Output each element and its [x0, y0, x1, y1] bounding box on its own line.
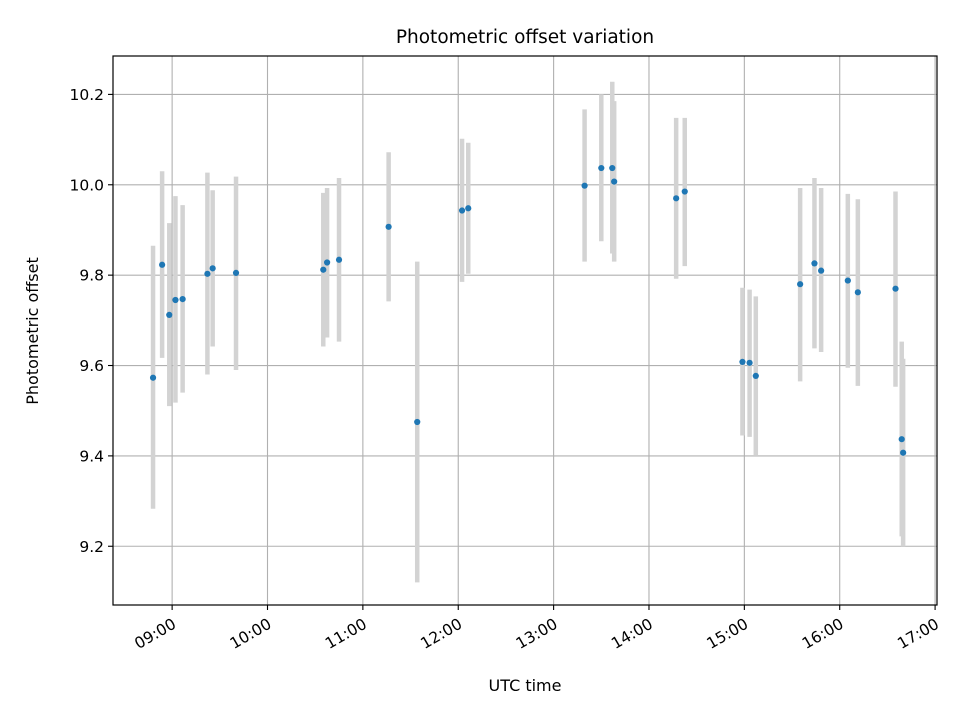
y-tick-label: 9.6 — [79, 357, 104, 375]
data-point — [335, 256, 343, 263]
data-point — [844, 277, 851, 284]
data-point — [149, 374, 157, 381]
data-point — [324, 259, 331, 266]
data-point — [320, 266, 327, 273]
data-point — [611, 178, 618, 185]
data-point — [797, 281, 804, 288]
data-point — [172, 296, 179, 304]
data-point — [414, 418, 421, 426]
y-tick-label: 9.8 — [79, 267, 104, 285]
data-point — [609, 164, 616, 172]
data-point — [598, 164, 605, 172]
y-tick-label: 9.2 — [79, 538, 104, 556]
data-point — [818, 267, 825, 274]
data-point — [854, 289, 861, 296]
x-axis-label: UTC time — [489, 676, 562, 695]
plot-frame — [112, 55, 938, 606]
data-point — [179, 295, 186, 303]
data-point — [385, 223, 392, 230]
data-point — [752, 372, 759, 380]
data-point — [681, 188, 688, 195]
data-points — [149, 164, 907, 456]
data-point — [465, 205, 472, 212]
data-point — [746, 359, 753, 366]
y-tick-label: 9.4 — [79, 447, 104, 465]
chart-title: Photometric offset variation — [396, 27, 654, 48]
data-point — [458, 207, 466, 214]
data-point — [900, 449, 907, 456]
data-point — [898, 436, 905, 443]
data-point — [892, 285, 899, 292]
data-point — [209, 265, 216, 272]
data-point — [581, 182, 588, 189]
y-axis-ticks: 9.2 9.4 9.6 9.8 10.0 10.2 — [69, 86, 113, 556]
y-tick-label: 10.0 — [69, 176, 104, 194]
data-point — [204, 270, 211, 277]
data-point — [739, 358, 746, 366]
data-point — [159, 261, 166, 268]
data-point — [673, 195, 680, 202]
y-tick-label: 10.2 — [69, 86, 104, 104]
data-point — [232, 269, 240, 276]
data-point — [166, 311, 173, 319]
y-axis-label: Photometric offset — [23, 257, 42, 405]
data-point — [811, 260, 818, 267]
